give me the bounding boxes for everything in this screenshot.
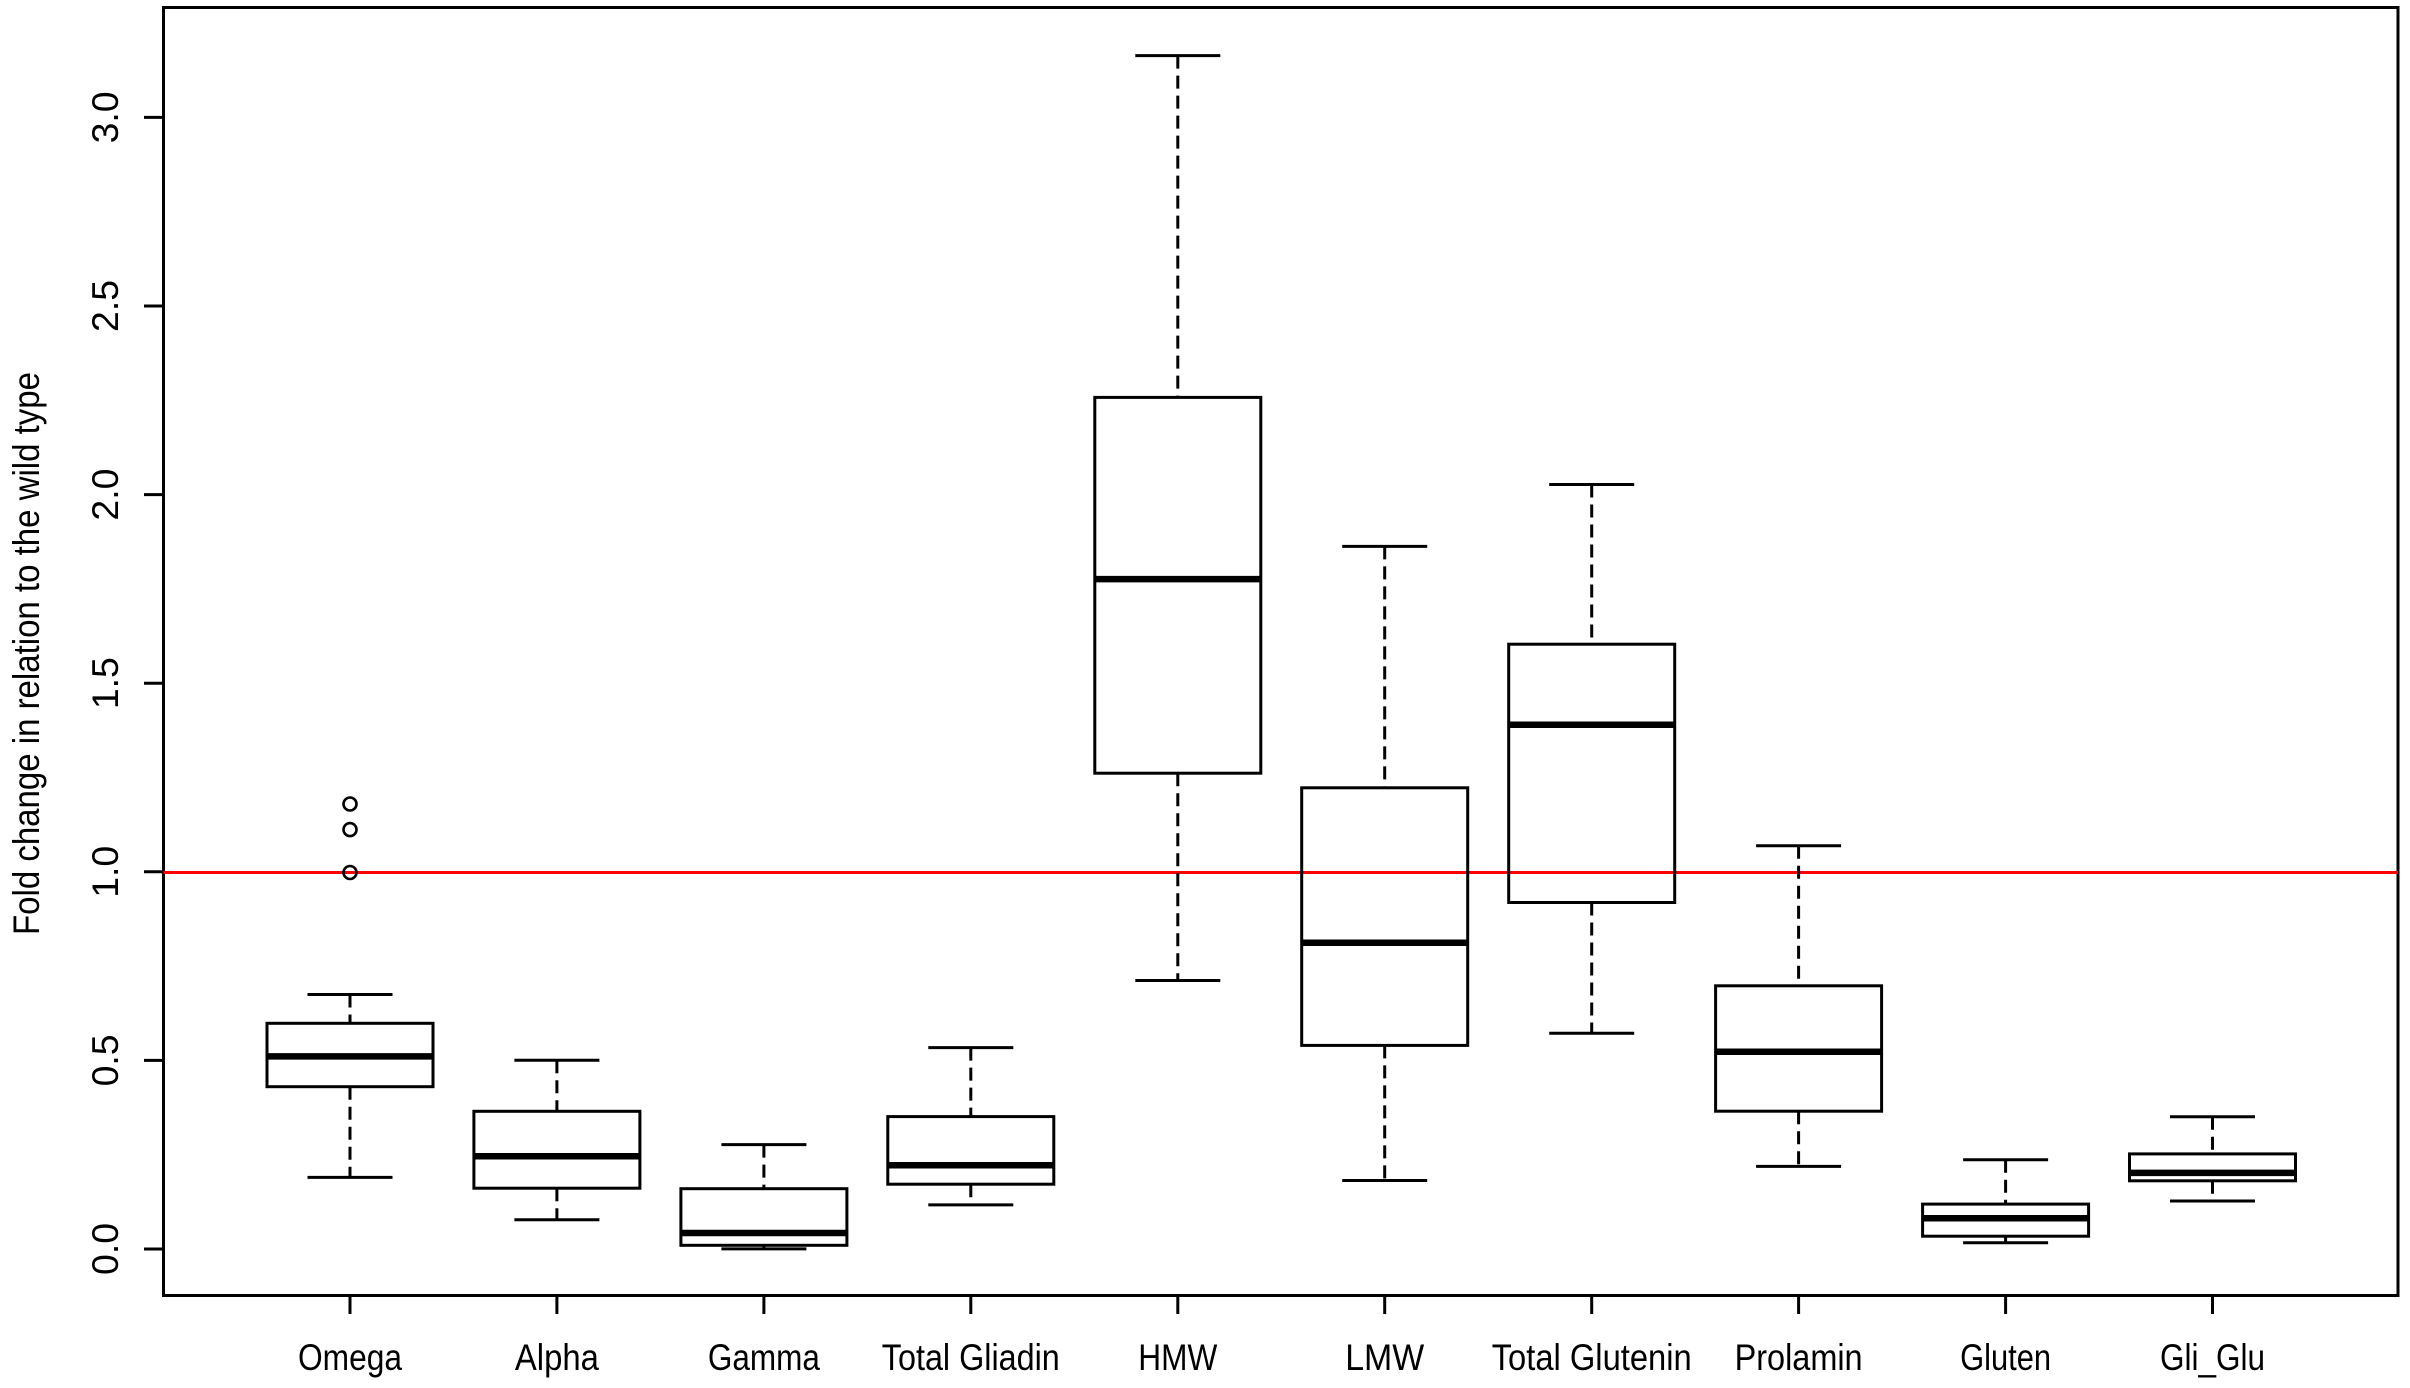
svg-text:2.5: 2.5: [85, 280, 126, 332]
svg-text:0.0: 0.0: [85, 1223, 126, 1275]
svg-text:1.0: 1.0: [85, 846, 126, 898]
svg-text:HMW: HMW: [1138, 1337, 1217, 1378]
svg-text:Gli_Glu: Gli_Glu: [2160, 1337, 2265, 1378]
svg-text:Fold change in relation to the: Fold change in relation to the wild type: [6, 372, 47, 935]
svg-text:0.5: 0.5: [85, 1034, 126, 1086]
svg-text:Omega: Omega: [298, 1337, 402, 1378]
svg-text:LMW: LMW: [1345, 1337, 1424, 1378]
svg-text:Gamma: Gamma: [708, 1337, 820, 1378]
svg-text:Total Glutenin: Total Glutenin: [1492, 1337, 1692, 1378]
svg-text:Gluten: Gluten: [1960, 1337, 2051, 1378]
svg-text:Prolamin: Prolamin: [1735, 1337, 1863, 1378]
svg-text:Total Gliadin: Total Gliadin: [882, 1337, 1060, 1378]
svg-text:3.0: 3.0: [85, 91, 126, 143]
svg-text:Alpha: Alpha: [515, 1337, 599, 1378]
svg-text:2.0: 2.0: [85, 469, 126, 521]
svg-text:1.5: 1.5: [85, 657, 126, 709]
